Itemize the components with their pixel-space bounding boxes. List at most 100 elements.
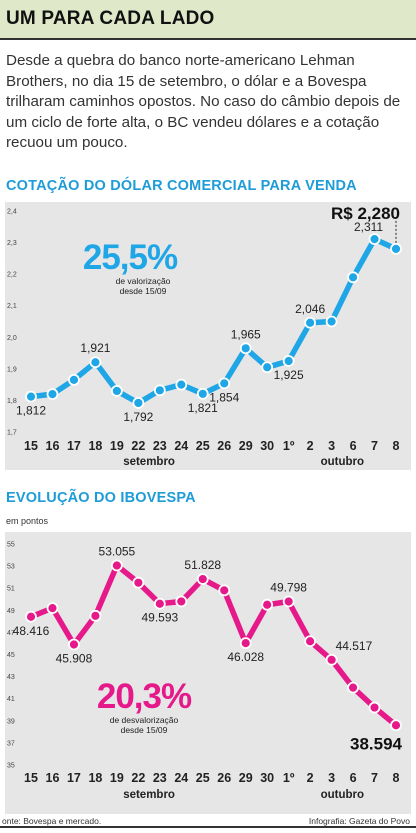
dollar-x-tick: 18: [88, 439, 102, 453]
ibov-x-tick: 2: [307, 771, 314, 785]
header-bar: UM PARA CADA LADO: [0, 0, 416, 40]
ibov-point: [261, 598, 274, 611]
dollar-point: [239, 342, 252, 355]
dollar-point: [368, 233, 381, 245]
ibov-data-label: 48.416: [13, 624, 50, 638]
ibov-x-tick: 3: [328, 771, 335, 785]
ibov-month-label: setembro: [123, 789, 175, 801]
dollar-x-tick: 8: [393, 439, 400, 453]
page-title: UM PARA CADA LADO: [6, 8, 215, 29]
dollar-y-tick: 1,7: [7, 430, 17, 437]
ibov-x-tick: 30: [260, 771, 274, 785]
dollar-data-label: 1,812: [16, 404, 46, 418]
dollar-callout-label: R$ 2,280: [331, 204, 400, 223]
ibov-highlight-note: desde 15/09: [121, 725, 168, 735]
dollar-point: [132, 397, 145, 409]
dollar-data-label: 1,921: [80, 341, 110, 355]
dollar-chart: 1,71,81,92,02,12,22,32,415 16 17 18 19 22 23 24…: [5, 202, 411, 470]
dollar-point: [304, 316, 317, 329]
ibov-x-tick: 25: [196, 771, 210, 785]
dollar-y-tick: 2,4: [7, 209, 17, 216]
dollar-x-tick: 16: [46, 439, 60, 453]
dollar-data-label: 2,046: [295, 302, 325, 316]
dollar-y-tick: 2,1: [7, 303, 17, 310]
ibov-x-tick: 1º: [283, 771, 295, 785]
dollar-data-label: 2,311: [354, 220, 383, 234]
ibov-x-tick: 18: [88, 771, 102, 785]
ibov-big-label: 38.594: [350, 734, 403, 753]
ibov-point: [68, 638, 80, 651]
dollar-point: [89, 356, 102, 369]
dollar-y-tick: 1,9: [7, 366, 17, 373]
ibov-y-tick: 41: [7, 696, 15, 703]
footer-source: onte: Bovespa e mercado.: [2, 816, 102, 826]
ibov-x-tick: 16: [46, 771, 60, 785]
dollar-x-tick: 15: [24, 439, 38, 453]
dollar-point: [175, 378, 188, 391]
ibov-y-tick: 49: [7, 608, 15, 615]
ibov-data-label: 49.798: [270, 580, 307, 594]
ibov-x-tick: 23: [153, 771, 167, 785]
dollar-point: [46, 388, 59, 401]
ibov-point: [282, 595, 295, 608]
ibov-x-tick: 22: [131, 771, 145, 785]
ibov-unit-label: em pontos: [6, 516, 49, 526]
dollar-panel: [5, 202, 411, 470]
ibov-x-tick: 7: [371, 771, 378, 785]
ibov-point: [347, 681, 359, 694]
dollar-data-label: 1,925: [274, 368, 304, 382]
ibov-highlight-note: de desvalorização: [110, 715, 179, 725]
dollar-highlight-note: desde 15/09: [120, 286, 167, 296]
dollar-point: [325, 315, 338, 328]
dollar-x-tick: 26: [217, 439, 231, 453]
ibov-y-tick: 51: [7, 586, 15, 593]
ibov-point: [304, 635, 317, 648]
ibov-point: [132, 576, 145, 589]
dollar-point: [110, 385, 123, 397]
ibov-x-tick: 6: [350, 771, 357, 785]
dollar-x-tick: 24: [174, 439, 188, 453]
ibov-point: [175, 595, 188, 608]
dollar-x-tick: 3: [328, 439, 335, 453]
ibov-data-label: 49.593: [141, 611, 178, 625]
ibov-x-tick: 17: [67, 771, 81, 785]
dollar-y-tick: 2,0: [7, 335, 17, 342]
ibov-point: [218, 584, 231, 597]
dollar-point: [282, 355, 295, 367]
ibov-y-tick: 55: [7, 542, 15, 549]
ibov-point: [368, 701, 381, 714]
dollar-point: [347, 271, 359, 284]
ibov-y-tick: 47: [7, 630, 15, 637]
ibov-chart-title: EVOLUÇÃO DO IBOVESPA: [6, 490, 196, 506]
dollar-month-label: outubro: [321, 456, 364, 468]
ibov-data-label: 45.908: [56, 651, 93, 665]
ibov-point: [390, 719, 402, 732]
ibov-point: [196, 573, 209, 585]
intro-paragraph: Desde a quebra do banco norte-americano …: [6, 52, 401, 151]
ibov-x-tick: 24: [174, 771, 188, 785]
dollar-x-tick: 19: [110, 439, 124, 453]
ibov-data-label: 44.517: [336, 639, 373, 653]
dollar-data-label: 1,854: [209, 390, 239, 404]
dollar-point: [68, 374, 80, 386]
ibov-point: [46, 602, 59, 614]
dollar-x-tick: 2: [307, 439, 314, 453]
ibov-point: [89, 609, 102, 622]
dollar-x-tick: 6: [350, 439, 357, 453]
ibov-x-tick: 8: [393, 771, 400, 785]
footer-credit: Infografia: Gazeta do Povo: [308, 816, 410, 826]
dollar-x-tick: 25: [196, 439, 210, 453]
ibov-y-tick: 45: [7, 652, 15, 659]
dollar-x-tick: 29: [239, 439, 253, 453]
ibov-point: [239, 637, 252, 650]
dollar-point: [196, 387, 209, 400]
dollar-month-label: setembro: [123, 456, 175, 468]
dollar-x-tick: 22: [131, 439, 145, 453]
dollar-highlight-value: 25,5%: [83, 238, 178, 277]
ibov-point: [110, 559, 123, 572]
dollar-data-label: 1,965: [231, 327, 261, 341]
dollar-point: [153, 384, 166, 397]
footer-rule: [0, 826, 416, 828]
ibov-month-label: outubro: [321, 789, 364, 801]
